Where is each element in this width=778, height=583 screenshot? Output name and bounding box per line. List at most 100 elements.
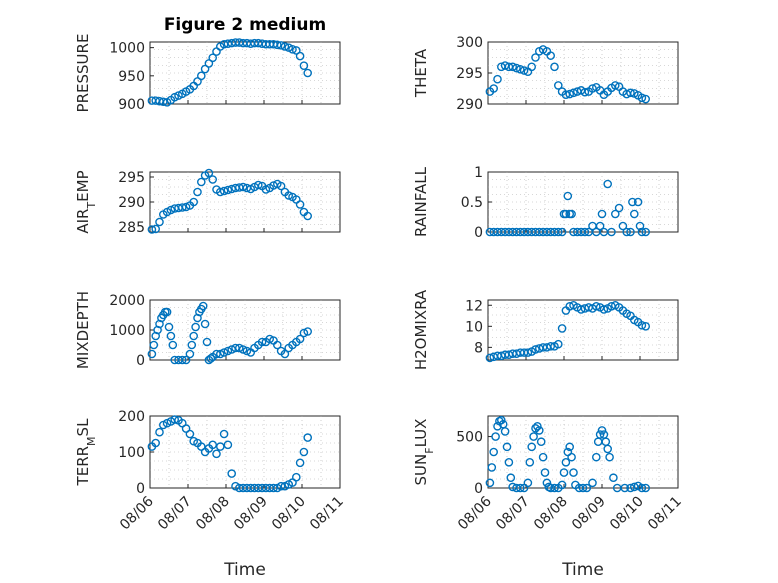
data-point [185, 429, 195, 439]
data-point [578, 483, 588, 493]
data-point [200, 64, 210, 74]
data-point [170, 415, 179, 424]
data-point [641, 94, 651, 104]
data-point [523, 348, 533, 357]
data-point [569, 468, 578, 477]
data-point [288, 45, 297, 54]
data-point [202, 337, 212, 347]
data-point [265, 334, 275, 344]
data-point [253, 180, 263, 190]
data-point [223, 440, 233, 450]
data-point [611, 81, 620, 90]
data-point [212, 449, 221, 459]
data-point [620, 483, 630, 493]
data-point [196, 71, 206, 81]
data-point [576, 305, 586, 314]
data-point [622, 227, 632, 237]
data-point [512, 63, 521, 73]
x-axis-label-left: Time [223, 560, 266, 580]
data-point [559, 468, 569, 477]
data-point [597, 426, 607, 435]
data-point [538, 452, 548, 462]
data-point [535, 426, 544, 435]
data-point [166, 205, 176, 215]
data-point [191, 322, 200, 332]
data-point [609, 473, 618, 483]
y-axis-label: AIRTEMP [74, 170, 98, 233]
axes-box [487, 171, 679, 233]
data-point [565, 89, 575, 99]
data-point [151, 438, 160, 448]
data-point [193, 313, 202, 323]
data-point [519, 66, 529, 75]
data-point [496, 415, 506, 425]
data-point [557, 227, 567, 237]
data-point [219, 348, 229, 357]
data-point [276, 481, 286, 491]
x-tick-label: 08/06 [455, 493, 495, 533]
x-tick-label: 08/11 [307, 494, 347, 534]
y-tick-label: 8 [474, 340, 483, 356]
data-point [504, 457, 514, 467]
data-point [516, 483, 525, 493]
y-axis-label: THETA [412, 48, 430, 98]
data-point [242, 346, 252, 356]
data-point [550, 483, 559, 493]
data-point [531, 345, 540, 354]
data-point [550, 62, 559, 72]
data-point [276, 181, 286, 191]
data-point [603, 179, 613, 189]
data-point [206, 354, 216, 363]
data-point [641, 483, 651, 493]
data-point [215, 187, 225, 197]
data-point [641, 227, 651, 237]
data-point [280, 42, 290, 51]
data-point [164, 322, 174, 332]
data-point [162, 307, 172, 317]
data-point [189, 331, 198, 341]
data-point [565, 442, 575, 452]
data-point [637, 320, 647, 330]
data-point [554, 339, 563, 349]
data-point [527, 442, 537, 452]
axes-box [149, 171, 341, 233]
data-point [554, 227, 563, 237]
data-point [592, 302, 601, 311]
y-tick-label: 0 [474, 481, 483, 497]
data-point [557, 480, 567, 490]
data-point [155, 427, 164, 437]
data-point [284, 191, 294, 200]
data-point [502, 442, 512, 452]
data-point [299, 447, 309, 457]
x-tick-label: 08/09 [569, 494, 609, 534]
data-point [493, 74, 502, 84]
data-point [168, 340, 178, 350]
data-point [531, 53, 540, 62]
y-tick-label: 950 [118, 69, 145, 85]
data-point [234, 343, 244, 353]
data-point [272, 340, 282, 350]
data-point [595, 221, 605, 231]
data-point [633, 197, 643, 207]
y-tick-label: 1000 [109, 323, 145, 339]
data-point [295, 458, 305, 468]
subplot-pressure: 900 950 1000 PRESSURE [74, 34, 341, 113]
data-point [614, 203, 624, 213]
data-point [582, 483, 592, 493]
data-point [299, 328, 309, 338]
data-point [592, 452, 601, 462]
y-tick-label: 0 [474, 225, 483, 241]
data-point [533, 421, 542, 431]
data-point [500, 427, 510, 436]
data-point [626, 483, 635, 493]
data-point [561, 209, 571, 219]
data-point [630, 209, 639, 219]
data-point [611, 209, 620, 219]
data-point [295, 334, 305, 344]
data-point [181, 355, 191, 365]
x-tick-label: 08/07 [493, 494, 533, 534]
data-point [529, 432, 538, 441]
y-tick-label: 500 [456, 430, 483, 446]
